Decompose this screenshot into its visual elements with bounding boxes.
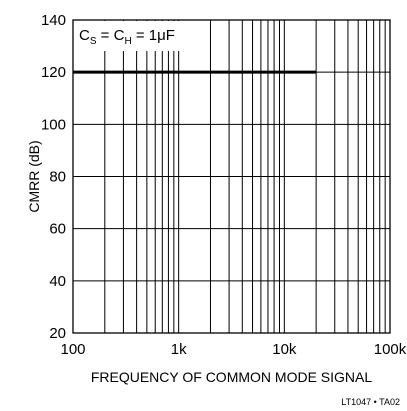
x-tick-label: 100k — [374, 341, 407, 358]
x-tick-label: 1k — [171, 341, 187, 358]
y-tick-label: 60 — [49, 221, 66, 238]
y-tick-label: 120 — [41, 64, 66, 81]
annotation-equals-1: = C — [97, 27, 125, 44]
y-tick-label: 100 — [41, 116, 66, 133]
y-tick-label: 80 — [49, 169, 66, 186]
x-axis-title: FREQUENCY OF COMMON MODE SIGNAL — [91, 369, 373, 385]
y-tick-label: 20 — [49, 325, 66, 342]
annotation-c-main: C — [79, 27, 90, 44]
x-tick-label: 100 — [60, 341, 85, 358]
annotation-equals-2: = 1μF — [132, 27, 175, 44]
y-axis-title: CMRR (dB) — [26, 140, 42, 212]
y-tick-label: 140 — [41, 12, 66, 29]
x-tick-labels: 100 1k 10k 100k — [60, 341, 406, 358]
annotation-capacitance: CS = CH = 1μF — [79, 27, 175, 47]
y-tick-labels: 20 40 60 80 100 120 140 — [41, 12, 66, 342]
annotation-sub-h: H — [124, 36, 131, 47]
y-tick-label: 40 — [49, 273, 66, 290]
figure-id: LT1047 • TA02 — [341, 397, 400, 407]
annotation-sub-s: S — [90, 36, 97, 47]
x-tick-label: 10k — [272, 341, 297, 358]
grid — [73, 20, 390, 333]
plot-frame — [72, 19, 391, 334]
annotation-box — [74, 21, 183, 51]
